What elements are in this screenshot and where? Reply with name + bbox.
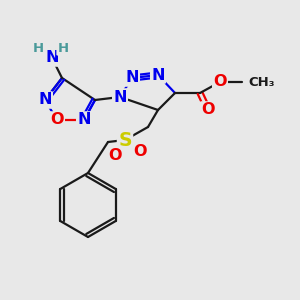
Text: CH₃: CH₃ [248, 76, 274, 88]
Text: O: O [50, 112, 64, 128]
Text: O: O [213, 74, 227, 89]
Text: O: O [108, 148, 122, 163]
Text: O: O [133, 145, 147, 160]
Text: N: N [125, 70, 139, 86]
Text: S: S [118, 130, 132, 149]
Text: N: N [113, 89, 127, 104]
Text: N: N [45, 50, 59, 65]
Text: O: O [201, 103, 215, 118]
Text: H: H [57, 41, 69, 55]
Text: N: N [38, 92, 52, 107]
Text: H: H [32, 41, 44, 55]
Text: N: N [151, 68, 165, 82]
Text: N: N [77, 112, 91, 128]
